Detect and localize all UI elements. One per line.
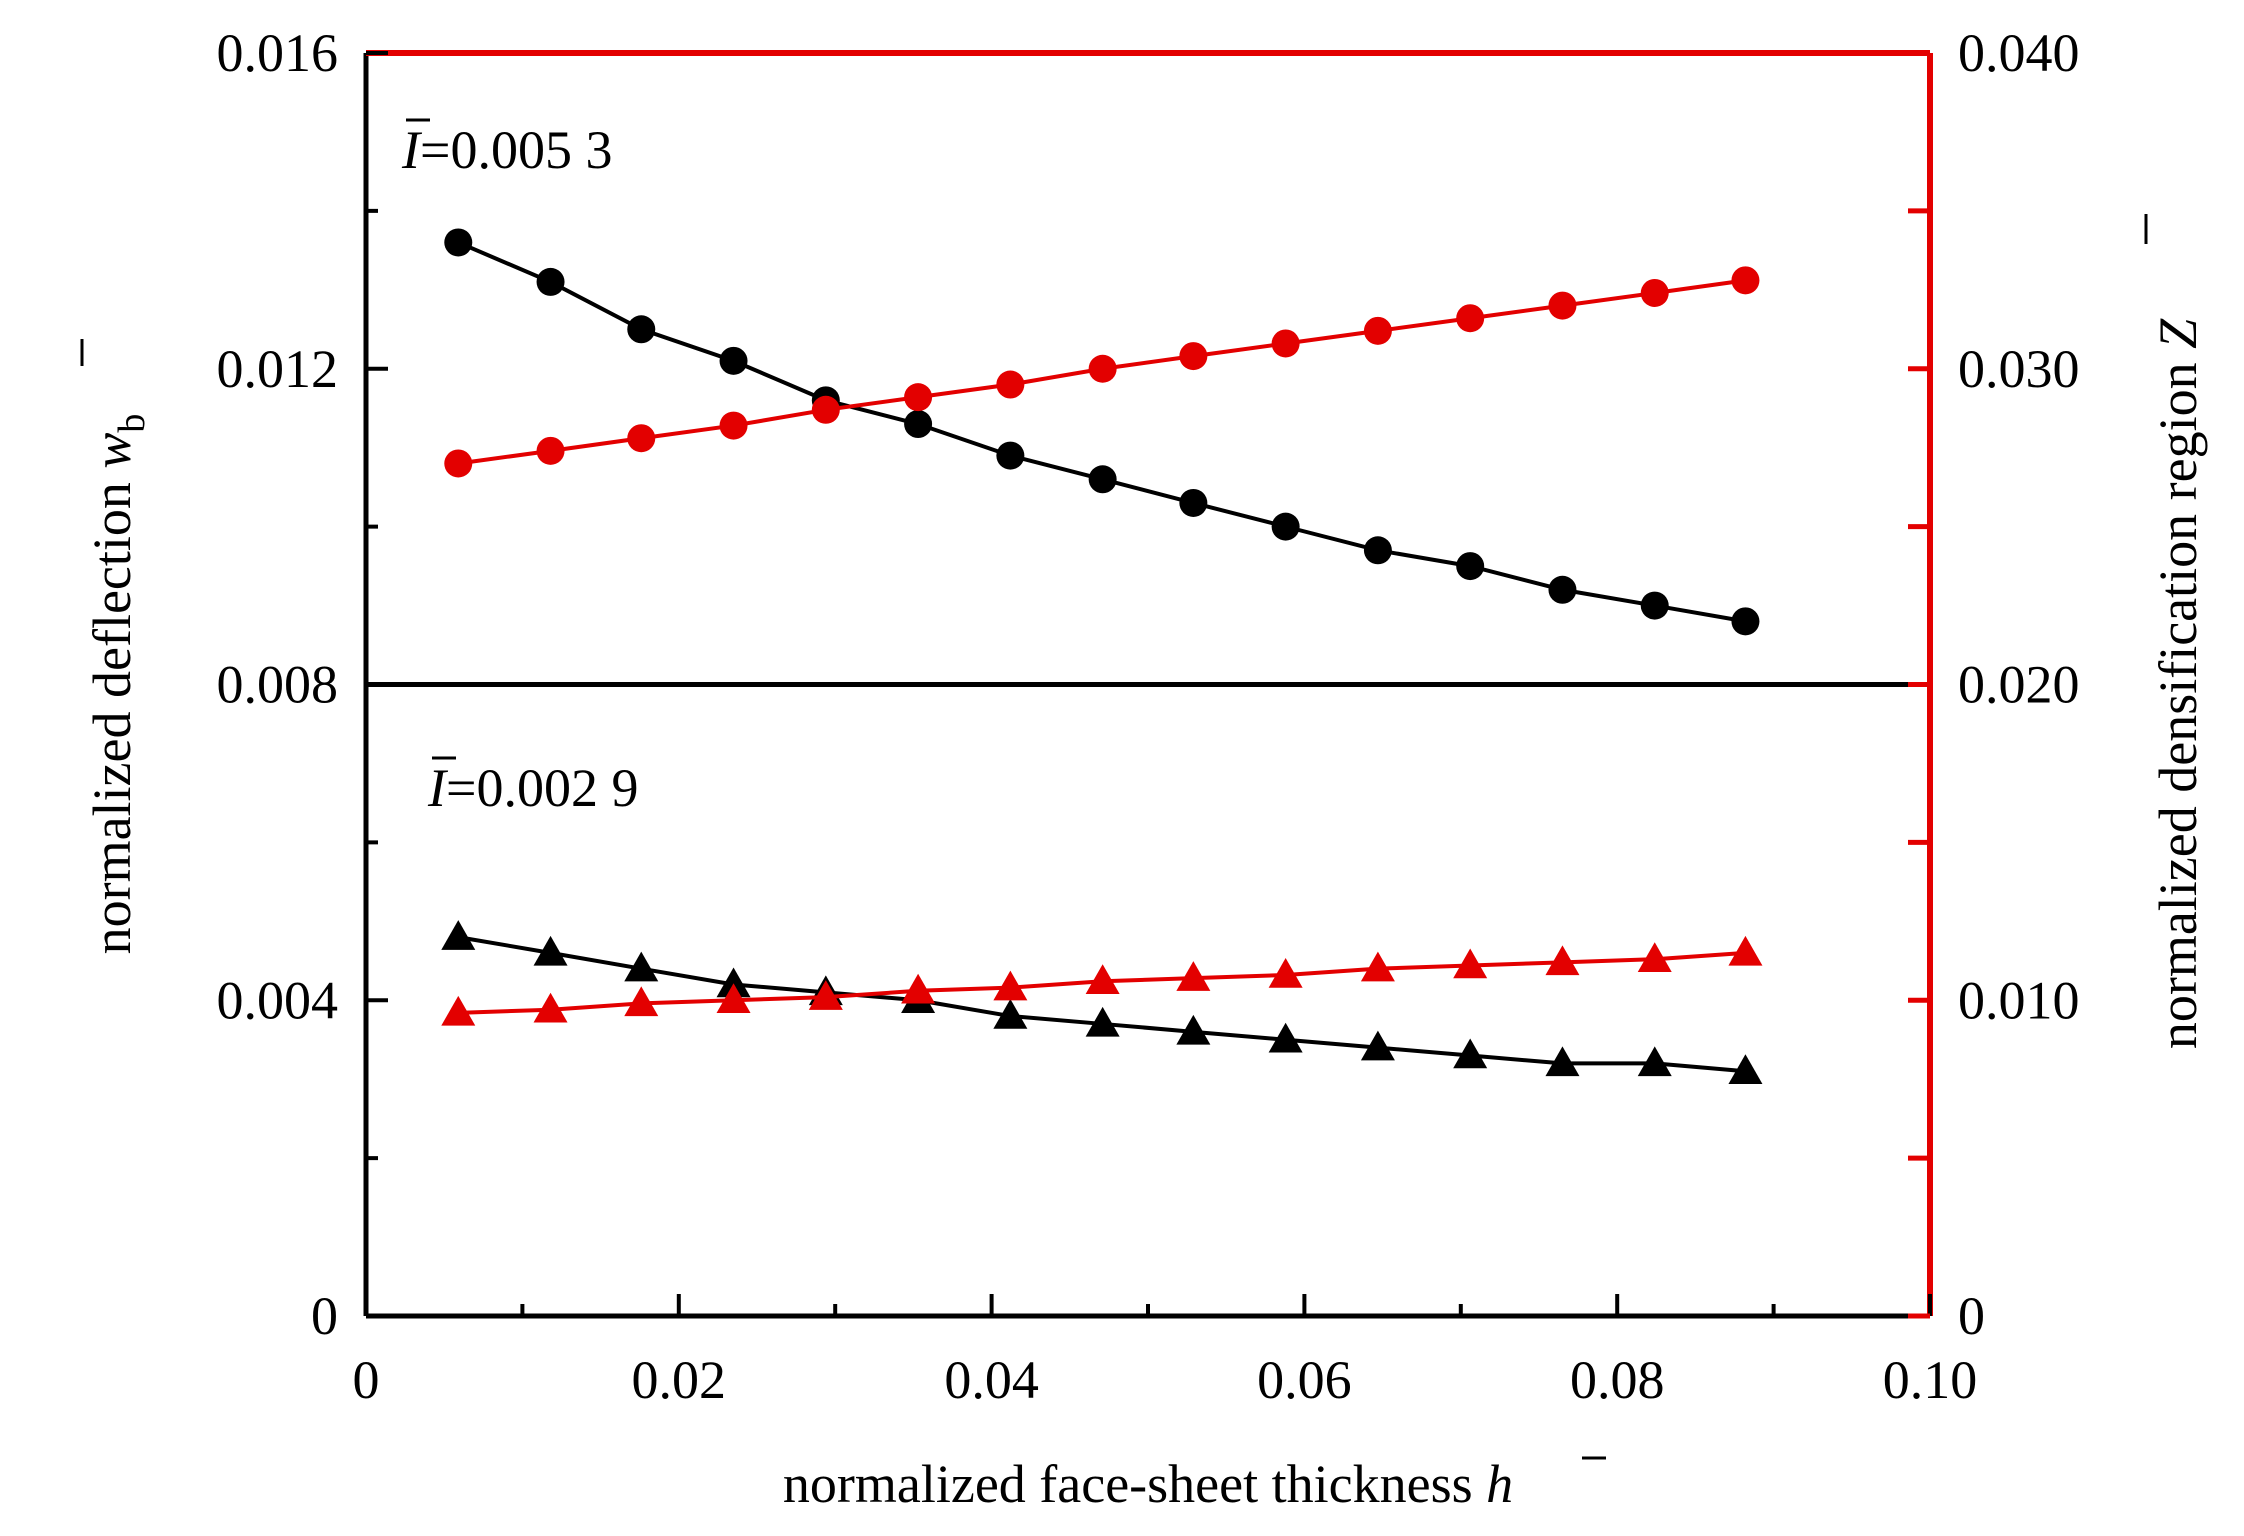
annotation-symbol: I — [427, 758, 449, 818]
data-point-circle — [719, 411, 748, 440]
y-right-tick-label: 0.010 — [1958, 970, 2080, 1030]
data-point-circle — [1731, 266, 1760, 295]
data-point-triangle — [993, 999, 1028, 1029]
data-point-circle — [1548, 575, 1577, 604]
data-point-circle — [1179, 488, 1208, 517]
y-right-tick-label: 0.030 — [1958, 339, 2080, 399]
y-right-axis-title-text: normalized densification region — [2148, 349, 2208, 1049]
data-point-triangle — [901, 973, 936, 1004]
data-point-triangle — [1728, 1054, 1763, 1085]
data-point-triangle — [1545, 945, 1580, 976]
data-point-triangle — [441, 920, 476, 950]
x-axis-title-text: normalized face-sheet thickness — [783, 1454, 1486, 1514]
y-right-tick-label: 0.040 — [1958, 23, 2080, 83]
data-point-triangle — [1176, 1014, 1211, 1045]
data-point-circle — [1088, 354, 1117, 383]
data-point-triangle — [1085, 964, 1120, 995]
x-tick-label: 0.10 — [1883, 1350, 1978, 1410]
data-point-circle — [1363, 316, 1392, 345]
data-point-triangle — [533, 992, 568, 1023]
y-right-tick-label: 0.020 — [1958, 655, 2080, 715]
y-left-axis-title: normalized deflection wb — [82, 414, 153, 955]
data-point-triangle — [716, 983, 751, 1013]
data-point-circle — [719, 346, 748, 375]
data-point-triangle — [1453, 1038, 1488, 1069]
y-left-tick-label: 0.004 — [217, 970, 339, 1030]
data-point-triangle — [1545, 1046, 1580, 1077]
data-point-circle — [1456, 552, 1485, 581]
data-point-triangle — [1728, 935, 1763, 966]
y-right-axis-symbol: Z — [2148, 318, 2208, 349]
data-point-circle — [627, 315, 656, 344]
panel-annotation: I=0.005 3 — [401, 120, 612, 180]
y-left-axis-subscript: b — [111, 414, 153, 433]
data-point-circle — [904, 383, 933, 412]
data-point-circle — [811, 395, 840, 424]
data-point-triangle — [441, 995, 476, 1026]
data-point-circle — [1363, 536, 1392, 565]
data-point-circle — [1456, 304, 1485, 333]
data-point-circle — [627, 424, 656, 453]
data-point-circle — [1179, 342, 1208, 371]
data-point-triangle — [624, 986, 659, 1017]
y-left-tick-label: 0.012 — [217, 339, 339, 399]
data-point-circle — [996, 441, 1025, 470]
data-point-circle — [996, 370, 1025, 399]
data-point-triangle — [1268, 957, 1303, 988]
text-layer: 0 0.02 0.04 0.06 0.08 0.1000.0040.0080.0120.0… — [80, 23, 2208, 1514]
data-point-triangle — [993, 970, 1028, 1001]
y-left-tick-label: 0.008 — [217, 655, 339, 715]
data-point-triangle — [1360, 951, 1395, 982]
data-point-triangle — [1268, 1022, 1303, 1053]
x-axis-symbol: h — [1486, 1454, 1513, 1514]
x-tick-label: 0.04 — [944, 1350, 1039, 1410]
x-tick-label: 0.02 — [632, 1350, 727, 1410]
y-left-axis-title-text: normalized deflection — [82, 469, 142, 955]
data-point-triangle — [1453, 948, 1488, 979]
annotation-value: =0.005 3 — [420, 120, 612, 180]
data-point-circle — [1640, 278, 1669, 307]
data-point-triangle — [533, 935, 568, 966]
data-point-triangle — [808, 980, 843, 1010]
x-axis-title: normalized face-sheet thickness h — [783, 1454, 1513, 1514]
data-point-triangle — [1637, 942, 1672, 972]
data-point-circle — [1548, 291, 1577, 320]
data-point-circle — [536, 267, 565, 296]
data-point-triangle — [1176, 961, 1211, 991]
data-point-circle — [1640, 591, 1669, 620]
data-point-triangle — [1637, 1046, 1672, 1077]
data-point-circle — [904, 410, 933, 439]
series-layer — [441, 228, 1763, 1085]
y-right-axis-title: normalized densification region Z — [2148, 318, 2208, 1049]
data-point-circle — [1088, 465, 1117, 494]
annotation-symbol: I — [401, 120, 423, 180]
y-left-axis-title-group: normalized deflection wb — [80, 339, 153, 955]
y-right-tick-label: 0 — [1958, 1286, 1985, 1346]
y-left-axis-symbol: w — [82, 433, 142, 469]
data-point-circle — [1731, 607, 1760, 636]
data-point-circle — [444, 228, 473, 257]
data-point-circle — [1271, 512, 1300, 541]
x-tick-label: 0.08 — [1570, 1350, 1665, 1410]
x-tick-label: 0.06 — [1257, 1350, 1352, 1410]
panel-annotation: I=0.002 9 — [427, 758, 638, 818]
data-point-circle — [536, 436, 565, 465]
data-point-triangle — [1085, 1006, 1120, 1037]
annotation-value: =0.002 9 — [446, 758, 638, 818]
data-point-triangle — [624, 951, 659, 982]
y-left-tick-label: 0 — [311, 1286, 338, 1346]
data-point-circle — [1271, 329, 1300, 358]
y-left-tick-label: 0.016 — [217, 23, 339, 83]
y-right-axis-title-group: normalized densification region Z — [2144, 214, 2208, 1049]
data-point-triangle — [1360, 1030, 1395, 1061]
axes-layer — [363, 50, 1933, 1319]
x-tick-label: 0 — [353, 1350, 380, 1410]
data-point-circle — [444, 449, 473, 478]
data-point-triangle — [716, 967, 751, 998]
